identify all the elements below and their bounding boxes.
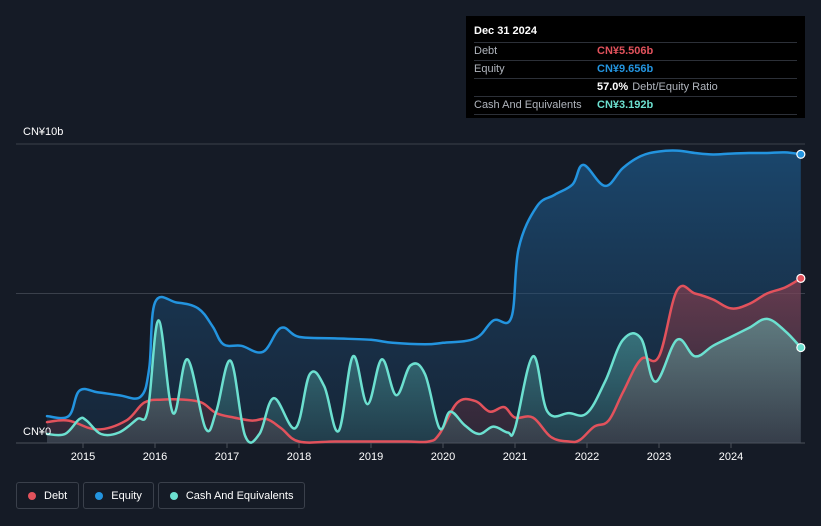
tooltip-row-equity: Equity CN¥9.656b: [474, 60, 797, 78]
tooltip-ratio-value: 57.0%: [597, 81, 629, 93]
equity-dot-icon: [95, 491, 104, 500]
cash-line: [45, 317, 803, 444]
chart-legend: Debt Equity Cash And Equivalents: [16, 482, 306, 509]
debt-line: [45, 277, 803, 444]
tooltip-equity-label: Equity: [474, 63, 505, 75]
tooltip-ratio-label: Debt/Equity Ratio: [632, 81, 718, 93]
debt-end-point[interactable]: [796, 273, 806, 283]
tooltip-date: Dec 31 2024: [474, 25, 537, 37]
x-tick-label: 2021: [503, 451, 527, 463]
x-tick-label: 2019: [359, 451, 383, 463]
tooltip-panel: Dec 31 2024 Debt CN¥5.506b Equity CN¥9.6…: [466, 16, 805, 118]
tooltip-equity-value: CN¥9.656b: [597, 63, 654, 75]
debt-dot-icon: [28, 491, 36, 500]
y-axis-bottom-label: CN¥0: [23, 426, 51, 438]
tooltip-debt-value: CN¥5.506b: [597, 45, 654, 57]
tooltip-row-debt: Debt CN¥5.506b: [474, 42, 797, 60]
x-tick-label: 2015: [71, 451, 95, 463]
equity-line: [45, 149, 803, 420]
x-tick-label: 2017: [215, 451, 239, 463]
legend-item-cash[interactable]: Cash And Equivalents: [157, 482, 306, 509]
legend-debt-label: Debt: [44, 489, 68, 502]
x-tick-label: 2020: [431, 451, 455, 463]
equity-end-point[interactable]: [796, 149, 806, 159]
x-tick-label: 2022: [575, 451, 599, 463]
cash-dot-icon: [169, 491, 178, 500]
tooltip-ratio-spacer: [474, 79, 597, 96]
legend-equity-label: Equity: [111, 489, 142, 502]
x-tick-label: 2016: [143, 451, 167, 463]
tooltip-row-ratio: 57.0% Debt/Equity Ratio: [474, 78, 797, 96]
y-axis-top-label: CN¥10b: [23, 126, 63, 138]
tooltip-cash-label: Cash And Equivalents: [474, 99, 582, 111]
tooltip-cash-value: CN¥3.192b: [597, 99, 654, 111]
x-tick-label: 2023: [647, 451, 671, 463]
legend-cash-label: Cash And Equivalents: [185, 489, 294, 502]
legend-item-equity[interactable]: Equity: [83, 482, 154, 509]
x-tick-label: 2018: [287, 451, 311, 463]
tooltip-debt-label: Debt: [474, 45, 498, 57]
cash-end-point[interactable]: [796, 342, 806, 353]
cash-area: [47, 318, 801, 443]
legend-item-debt[interactable]: Debt: [16, 482, 80, 509]
x-tick-label: 2024: [719, 451, 743, 463]
tooltip-row-cash: Cash And Equivalents CN¥3.192b: [474, 96, 797, 115]
